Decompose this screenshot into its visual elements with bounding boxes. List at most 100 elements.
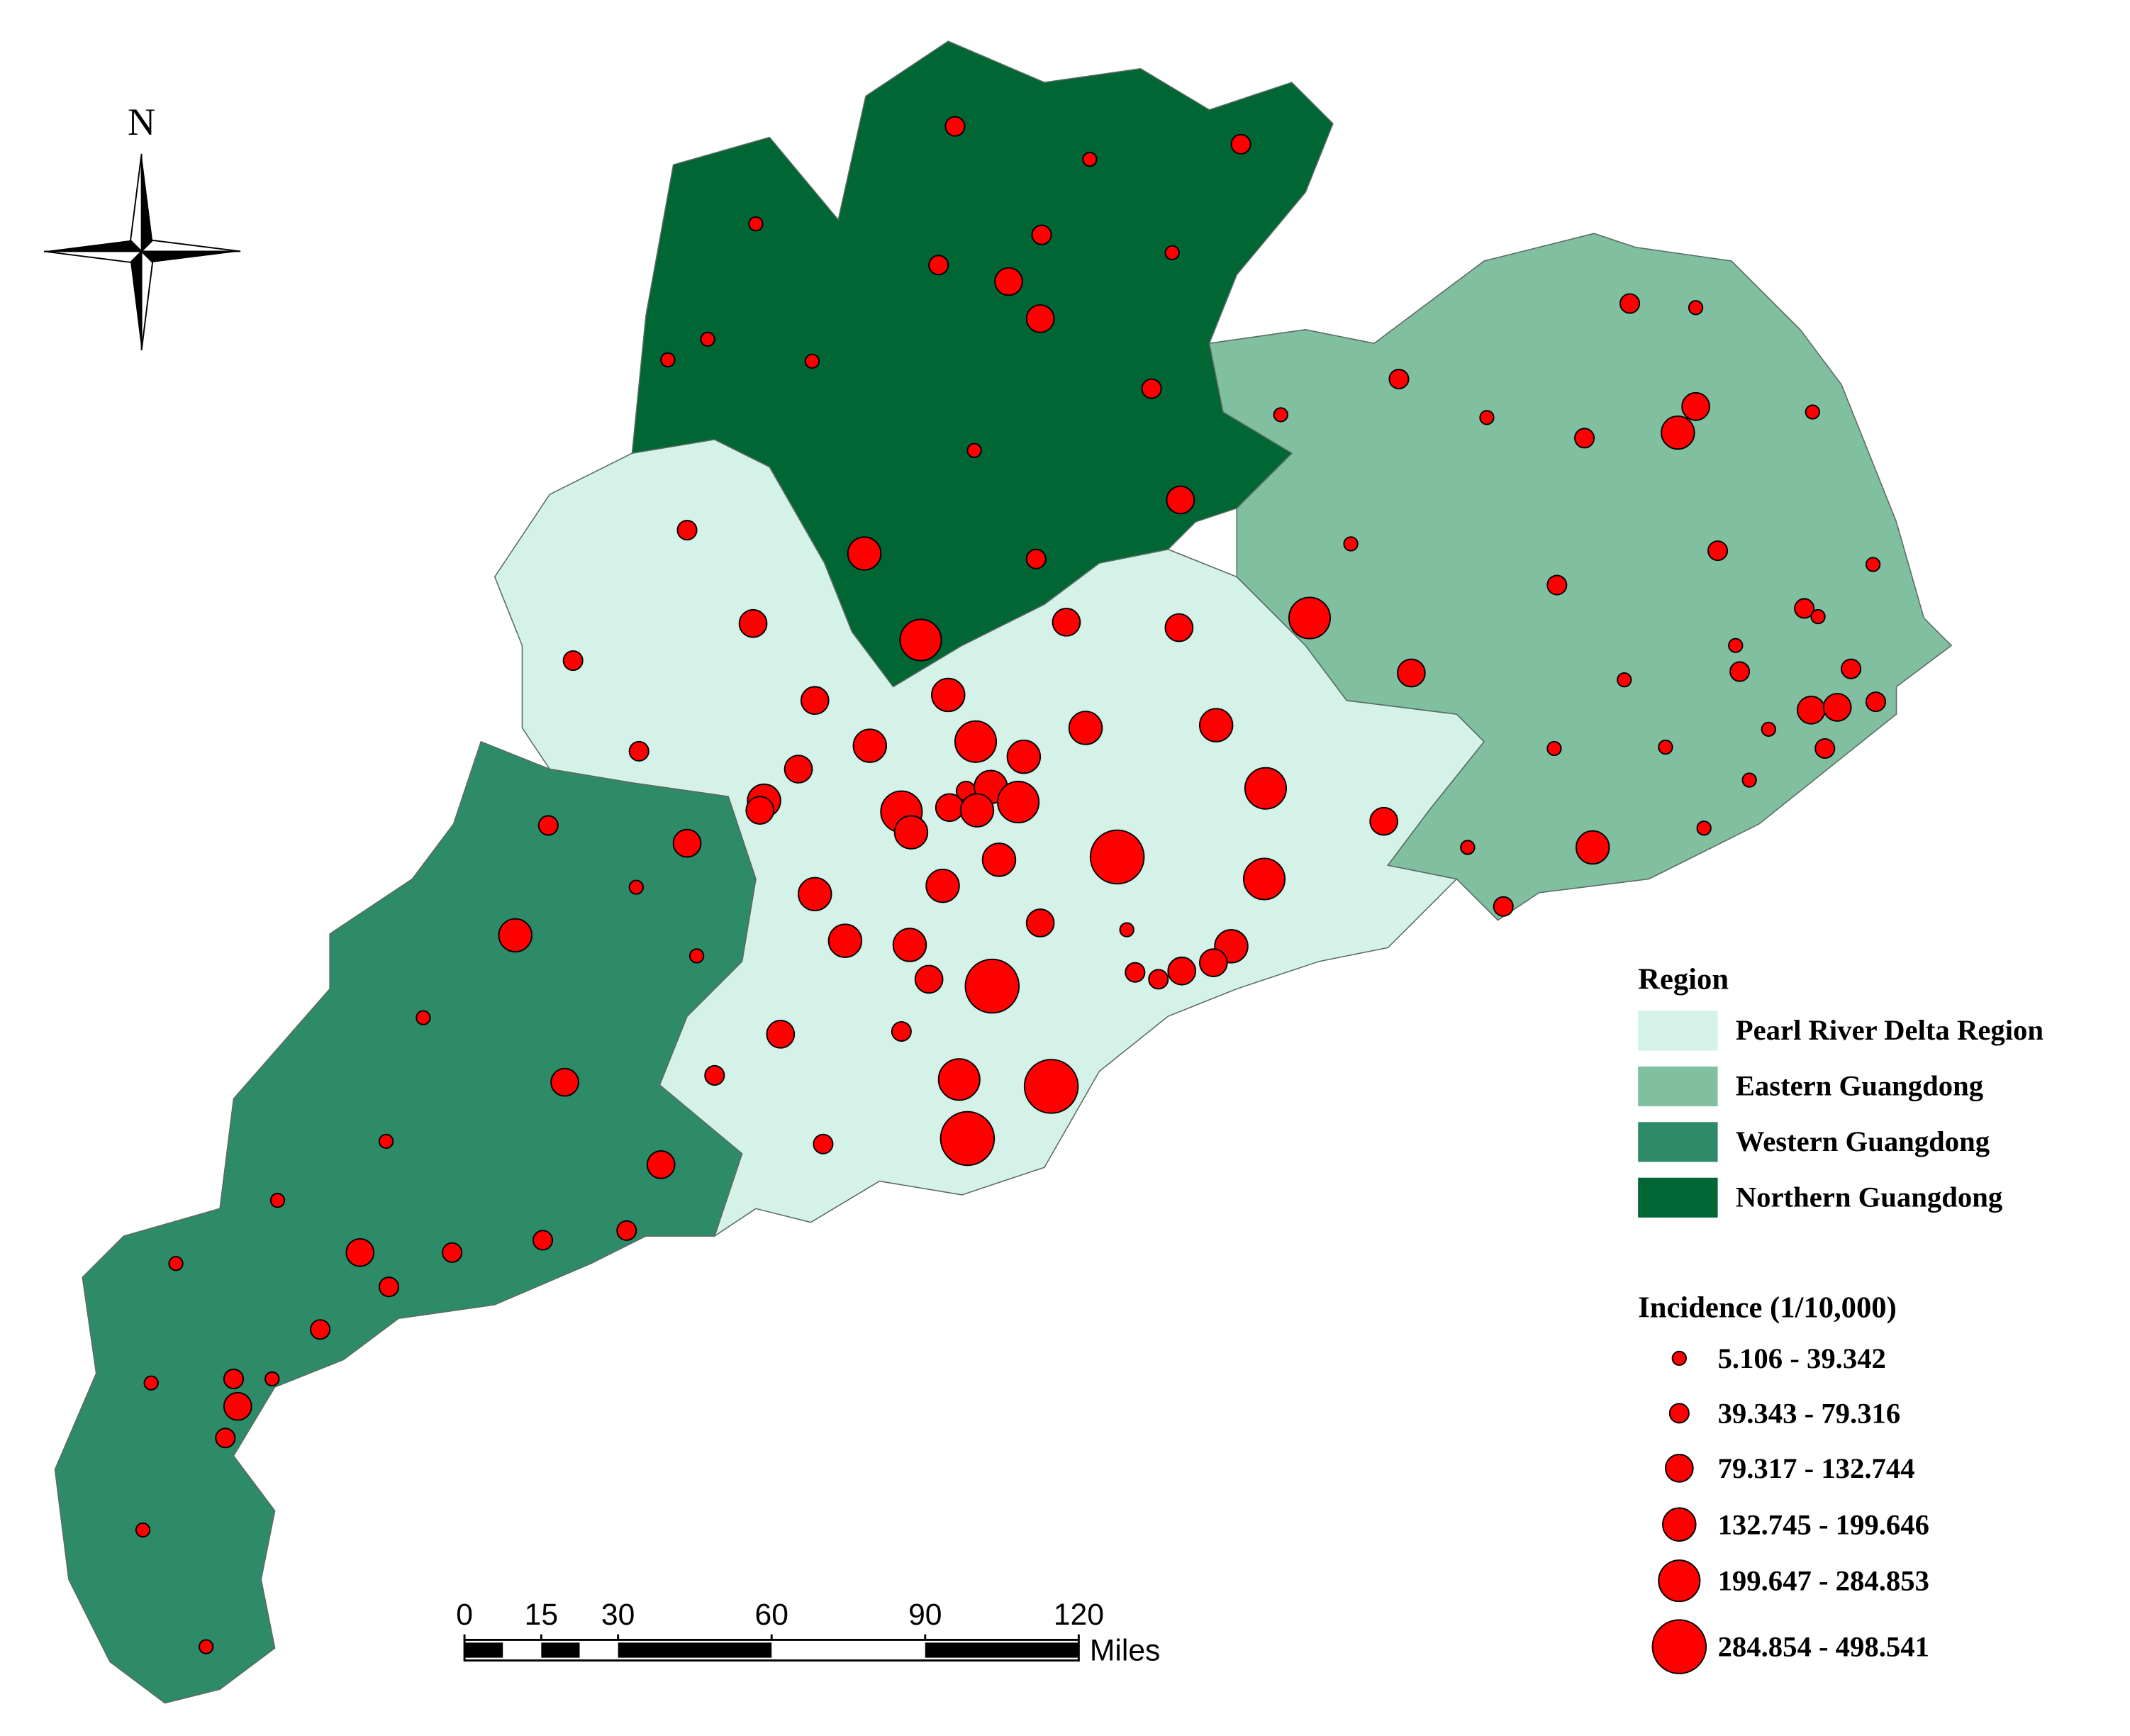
arrow-part [140,239,241,252]
incidence-symbol [925,868,960,903]
incidence-symbol [168,1256,184,1272]
incidence-symbol [1023,1059,1079,1114]
incidence-symbol [1658,739,1673,755]
scale-segment [541,1642,580,1658]
incidence-symbol [1242,857,1286,901]
incidence-symbol [1707,540,1729,562]
legend-swatch [1638,1066,1718,1107]
incidence-symbol [892,928,927,962]
arrow-part [43,250,143,263]
incidence-symbol [135,1522,151,1538]
legend: Region Incidence (1/10,000) Pearl River … [1638,962,2043,1674]
legend-label: 39.343 - 79.316 [1718,1397,1901,1429]
incidence-symbol [1025,304,1055,333]
scale-tick-label: 120 [1054,1598,1104,1632]
scale-tick-label: 90 [908,1598,942,1632]
incidence-symbol [264,1371,280,1387]
incidence-symbol [804,353,820,369]
incidence-symbol [628,740,649,762]
incidence-symbol [1810,608,1826,625]
incidence-symbol [1141,378,1162,399]
legend-symbol [1664,1454,1694,1483]
incidence-symbol [1343,536,1359,552]
legend-label: 5.106 - 39.342 [1718,1342,1886,1374]
incidence-symbol [1230,133,1251,155]
legend-label: Pearl River Delta Region [1736,1014,2043,1046]
legend-symbol [1668,1403,1690,1424]
incidence-symbol [1841,658,1862,679]
scale-segment [925,1642,1079,1658]
legend-swatch [1638,1122,1718,1162]
incidence-symbol [1288,596,1332,640]
incidence-symbol [223,1391,252,1421]
legend-symbol [1651,1619,1707,1674]
incidence-symbol [1493,896,1514,917]
incidence-symbol [827,923,863,958]
incidence-symbol [1082,152,1098,167]
incidence-symbol [847,536,882,571]
incidence-symbol [215,1428,236,1449]
incidence-symbol [1273,407,1288,423]
legend-title: Region [1638,962,1729,996]
incidence-symbol [738,608,768,638]
incidence-symbols [135,116,1886,1654]
incidence-symbol [562,650,584,672]
incidence-symbol [1761,721,1776,738]
arrow-part [141,153,153,252]
incidence-symbol [672,828,702,858]
incidence-symbol [959,793,995,828]
incidence-symbol [1068,711,1103,745]
incidence-symbol [1729,661,1751,682]
northern-guangdong [631,40,1334,688]
incidence-symbol [616,1220,637,1241]
incidence-symbol [994,267,1023,296]
incidence-symbol [944,116,966,137]
incidence-symbol [310,1319,331,1340]
incidence-symbol [939,1111,996,1167]
incidence-symbol [700,331,715,347]
incidence-symbol [1244,767,1287,810]
scale-tick-label: 15 [525,1598,558,1632]
legend-swatch [1638,1011,1718,1051]
incidence-symbol [1164,613,1194,642]
incidence-symbol [891,1020,912,1042]
incidence-symbol [1388,369,1410,390]
incidence-symbol [1198,708,1234,742]
incidence-symbol [199,1639,214,1654]
legend-label: Eastern Guangdong [1736,1070,1983,1102]
incidence-symbol [893,815,929,850]
north-label: N [128,101,155,143]
incidence-symbol [899,618,942,662]
incidence-symbol [1006,739,1042,774]
incidence-symbol [1089,829,1145,885]
incidence-symbol [1166,485,1195,515]
incidence-symbol [1741,772,1757,788]
incidence-symbol [784,755,813,784]
incidence-symbol [964,958,1020,1014]
incidence-symbol [416,1010,431,1025]
incidence-symbol [537,815,559,836]
incidence-symbol [1546,740,1562,757]
incidence-symbol [1688,300,1704,316]
legend-symbol [1671,1350,1687,1367]
north-arrow: N [43,101,241,350]
incidence-symbol [748,216,764,232]
incidence-symbol [1164,245,1180,261]
incidence-symbol [1369,806,1398,836]
incidence-symbol [935,793,964,823]
incidence-symbol [269,1193,286,1208]
incidence-symbol [981,842,1017,877]
incidence-symbol [1025,908,1055,937]
incidence-symbol [928,255,949,276]
incidence-symbol [745,796,775,825]
incidence-symbol [1728,638,1744,653]
legend-label: 199.647 - 284.853 [1718,1565,1929,1597]
legend-swatch [1638,1177,1718,1218]
legend-symbol [1658,1559,1701,1603]
incidence-symbol [676,520,698,541]
incidence-symbol [1865,557,1881,572]
regions [54,40,1953,1704]
incidence-symbol [937,1058,981,1101]
